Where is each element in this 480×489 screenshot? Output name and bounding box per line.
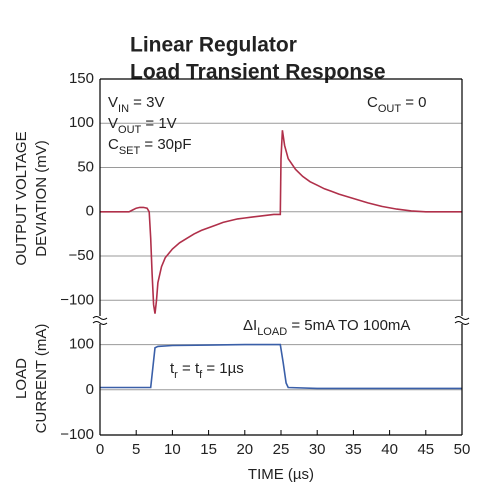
y-axis-label: OUTPUT VOLTAGE bbox=[13, 131, 30, 265]
annotation-part: OUT bbox=[378, 103, 402, 115]
annotation: tr = tf = 1µs bbox=[170, 360, 244, 381]
y-tick-label: −50 bbox=[69, 247, 94, 264]
annotation-part: V bbox=[108, 94, 118, 111]
annotation: COUT = 0 bbox=[367, 94, 427, 115]
x-tick-label: 10 bbox=[164, 441, 181, 458]
axis-break-gap bbox=[93, 316, 107, 324]
data-line bbox=[100, 343, 462, 390]
y-tick-label: 150 bbox=[69, 70, 94, 87]
annotation-part: = t bbox=[178, 360, 200, 377]
annotation-part: ΔI bbox=[243, 317, 257, 334]
chart-title: Load Transient Response bbox=[130, 61, 386, 84]
y-tick-label: 0 bbox=[86, 203, 94, 220]
y-axis-label: DEVIATION (mV) bbox=[33, 140, 50, 256]
x-tick-label: 5 bbox=[132, 441, 140, 458]
annotation: ΔILOAD = 5mA TO 100mA bbox=[243, 317, 410, 338]
y-tick-label: 50 bbox=[77, 158, 94, 175]
x-tick-label: 35 bbox=[345, 441, 362, 458]
annotation-part: OUT bbox=[118, 124, 142, 136]
annotation-part: r bbox=[174, 369, 178, 381]
x-tick-label: 15 bbox=[200, 441, 217, 458]
y-tick-label: −100 bbox=[60, 291, 94, 308]
annotation: VIN = 3V bbox=[108, 94, 164, 115]
annotation-part: t bbox=[170, 360, 175, 377]
y-axis-label: CURRENT (mA) bbox=[33, 324, 50, 434]
y-tick-label: 100 bbox=[69, 336, 94, 353]
chart-title: Linear Regulator bbox=[130, 34, 297, 57]
annotation: CSET = 30pF bbox=[108, 136, 192, 157]
x-axis-label: TIME (µs) bbox=[248, 466, 314, 483]
axis-break bbox=[92, 316, 108, 325]
x-tick-label: 20 bbox=[236, 441, 253, 458]
annotation-part: = 3V bbox=[129, 94, 164, 111]
annotation-part: LOAD bbox=[257, 326, 287, 338]
annotation-part: SET bbox=[119, 145, 141, 157]
annotation-part: V bbox=[108, 115, 118, 132]
annotation-part: IN bbox=[118, 103, 129, 115]
annotation-part: = 1V bbox=[141, 115, 176, 132]
x-tick-label: 50 bbox=[454, 441, 471, 458]
annotation-part: = 1µs bbox=[202, 360, 244, 377]
annotation-part: f bbox=[199, 369, 203, 381]
y-axis-label: LOAD bbox=[13, 358, 30, 399]
annotation-part: C bbox=[367, 94, 378, 111]
annotation-part: = 30pF bbox=[140, 136, 191, 153]
axis-break-gap bbox=[455, 316, 469, 324]
x-tick-label: 30 bbox=[309, 441, 326, 458]
y-tick-label: 100 bbox=[69, 114, 94, 131]
x-tick-label: 0 bbox=[96, 441, 104, 458]
x-tick-label: 40 bbox=[381, 441, 398, 458]
x-tick-label: 25 bbox=[273, 441, 290, 458]
annotation-part: C bbox=[108, 136, 119, 153]
annotation: VOUT = 1V bbox=[108, 115, 177, 136]
axis-break bbox=[454, 316, 470, 325]
data-line bbox=[100, 130, 462, 314]
annotation-part: = 0 bbox=[401, 94, 426, 111]
x-tick-label: 45 bbox=[417, 441, 434, 458]
y-tick-label: −100 bbox=[60, 426, 94, 443]
annotation-part: = 5mA TO 100mA bbox=[287, 317, 410, 334]
y-tick-label: 0 bbox=[86, 381, 94, 398]
